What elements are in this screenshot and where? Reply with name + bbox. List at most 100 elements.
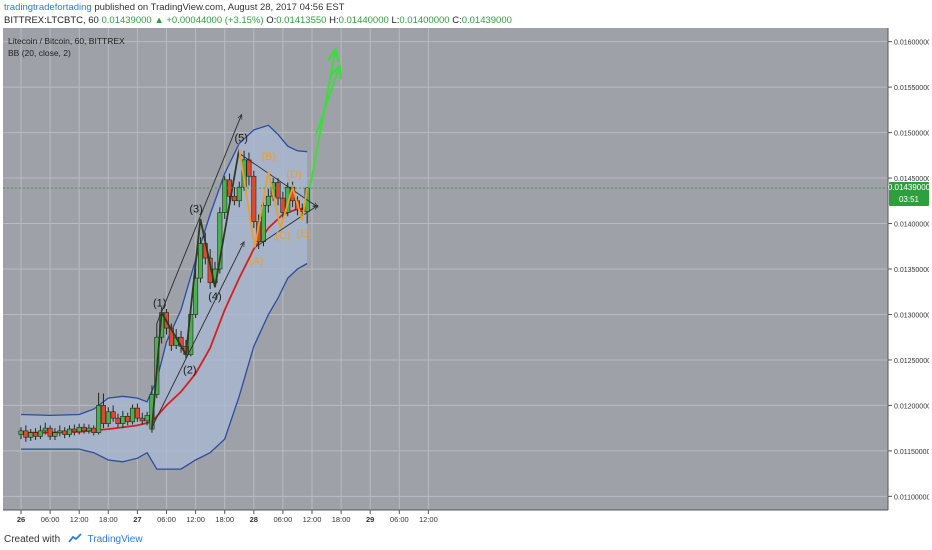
candle-body xyxy=(251,175,257,223)
drawings: (1) (2) (3) (4) (5) (A) (B) (C) (D) (E) xyxy=(3,51,888,430)
change-arrow-icon: ▲ xyxy=(154,15,164,26)
legend-indicator: BB (20, close, 2) xyxy=(8,48,71,58)
candle-body xyxy=(28,432,34,438)
ohlc-line: BITTREX:LTCBTC, 60 0.01439000 ▲ +0.00044… xyxy=(4,15,512,26)
candle-body xyxy=(246,159,252,177)
candle-body xyxy=(18,430,24,435)
wave-label: (1) xyxy=(153,297,166,309)
last-price-value: 0.01439000 xyxy=(101,15,152,26)
time-tick-label: 12:00 xyxy=(419,515,438,524)
price-badge-price: 0.01439000 xyxy=(888,183,929,192)
candle-body xyxy=(285,186,291,213)
publish-line: tradingtradefortading published on Tradi… xyxy=(4,2,344,13)
candle-body xyxy=(231,195,237,202)
price-tick-label: 0.01450000 xyxy=(894,176,929,183)
tradingview-logo-icon xyxy=(68,533,82,543)
time-tick-label: 26 xyxy=(17,515,25,524)
chart-container[interactable]: (1) (2) (3) (4) (5) (A) (B) (C) (D) (E) 0.0110000… xyxy=(3,28,931,526)
price-badge-box xyxy=(889,182,929,207)
candle-body xyxy=(217,212,223,270)
trend-line xyxy=(255,205,318,248)
candle-body xyxy=(207,257,213,283)
high-label: H: xyxy=(329,15,339,26)
candle-body xyxy=(52,432,58,437)
tradingview-link[interactable]: TradingView xyxy=(87,534,143,545)
wave-label: (3) xyxy=(189,204,202,216)
footer: Created with TradingView xyxy=(4,533,143,545)
high-value: 0.01440000 xyxy=(338,15,389,26)
price-tick-label: 0.01550000 xyxy=(894,85,929,92)
publish-info: published on TradingView.com, August 28,… xyxy=(94,2,345,13)
candle-body xyxy=(115,417,121,424)
candle-body xyxy=(125,416,131,423)
candle-body xyxy=(265,195,271,206)
time-tick-label: 06:00 xyxy=(274,515,293,524)
time-tick-label: 18:00 xyxy=(99,515,118,524)
time-tick-label: 29 xyxy=(366,515,374,524)
price-chart[interactable]: (1) (2) (3) (4) (5) (A) (B) (C) (D) (E) 0.0110000… xyxy=(3,28,931,526)
impulse-wave xyxy=(151,148,241,430)
time-tick-label: 12:00 xyxy=(186,515,205,524)
candle-body xyxy=(96,405,102,433)
open-label: O: xyxy=(266,15,277,26)
candle-body xyxy=(139,417,145,422)
correction-label: (E) xyxy=(296,228,311,240)
candle-body xyxy=(110,411,116,419)
price-badge: 0.01439000 03:51 xyxy=(888,182,931,207)
candle-body xyxy=(62,430,68,435)
wave-label: (4) xyxy=(208,291,221,303)
price-tick-label: 0.01250000 xyxy=(894,358,929,365)
candle-body xyxy=(42,427,48,432)
candle-body xyxy=(197,243,203,279)
correction-label: (C) xyxy=(275,230,290,242)
time-tick-label: 27 xyxy=(133,515,141,524)
wave-label: (2) xyxy=(183,365,196,377)
price-tick-label: 0.01150000 xyxy=(894,449,929,456)
candle-body xyxy=(91,427,97,433)
band-fill xyxy=(21,125,308,470)
candle-body xyxy=(76,426,82,433)
correction-label: (A) xyxy=(249,255,264,267)
candle-body xyxy=(241,159,247,188)
projection-arrow xyxy=(314,67,339,136)
candle-body xyxy=(222,179,228,213)
open-value: 0.01413550 xyxy=(276,15,327,26)
candle-body xyxy=(57,430,63,433)
author-link[interactable]: tradingtradefortading xyxy=(4,2,92,13)
price-tick-label: 0.01500000 xyxy=(894,131,929,138)
price-axis-background xyxy=(888,28,929,526)
candle-body xyxy=(33,432,39,437)
candle-body xyxy=(23,430,29,438)
symbol-label: BITTREX:LTCBTC, 60 xyxy=(4,15,99,26)
legend-title: Litecoin / Bitcoin, 60, BITTREX xyxy=(8,36,125,46)
candle-body xyxy=(71,428,77,433)
candle-body xyxy=(105,411,111,424)
price-tick-label: 0.01300000 xyxy=(894,312,929,319)
time-tick-label: 06:00 xyxy=(41,515,60,524)
change-value: +0.00044000 (+3.15%) xyxy=(166,15,264,26)
price-badge-countdown: 03:51 xyxy=(899,195,920,204)
time-tick-label: 12:00 xyxy=(70,515,89,524)
candle-body xyxy=(193,277,199,315)
candle-body xyxy=(130,407,136,423)
close-label: C: xyxy=(452,15,462,26)
correction-wave xyxy=(238,148,308,248)
correction-label: (B) xyxy=(261,151,276,163)
candle-body xyxy=(275,182,281,199)
trend-line xyxy=(151,242,244,428)
price-tick-label: 0.01600000 xyxy=(894,40,929,47)
price-axis[interactable]: 0.01100000 0.01150000 0.01200000 0.01250000… xyxy=(888,40,931,502)
created-with-label: Created with xyxy=(4,534,61,545)
candle-body xyxy=(134,407,140,419)
wave-label: (5) xyxy=(234,133,247,145)
time-tick-label: 18:00 xyxy=(215,515,234,524)
candle-body xyxy=(86,427,92,432)
time-axis[interactable]: 26 06:00 12:00 18:00 27 06:00 12:00 18:00 28 06:0… xyxy=(17,510,438,524)
candle-body xyxy=(67,428,73,435)
candle-body xyxy=(280,197,286,213)
candle-body xyxy=(100,405,106,424)
price-tick-label: 0.01400000 xyxy=(894,222,929,229)
time-tick-label: 28 xyxy=(250,515,258,524)
candle-body xyxy=(144,415,150,422)
time-tick-label: 06:00 xyxy=(390,515,409,524)
